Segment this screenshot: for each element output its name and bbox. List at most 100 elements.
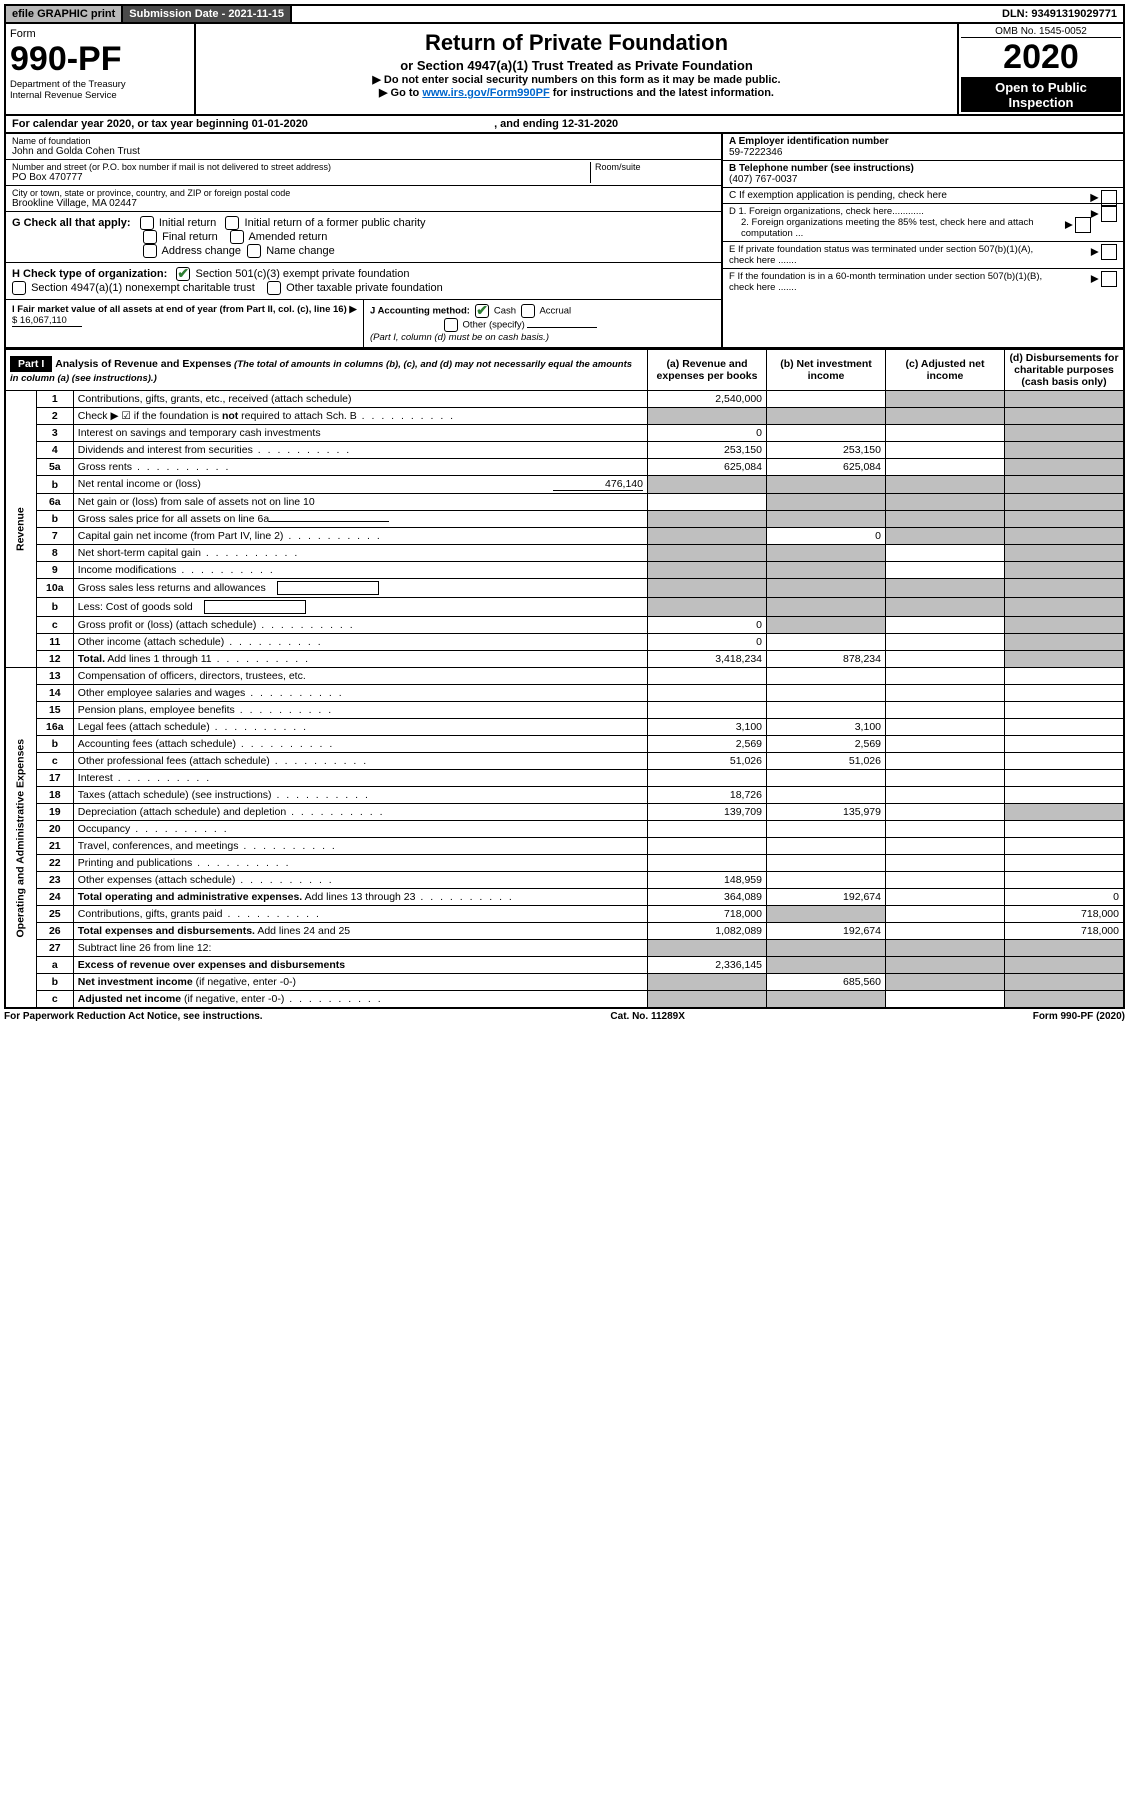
cell-d <box>1005 598 1125 617</box>
cb-e[interactable] <box>1101 244 1117 260</box>
instructions-link[interactable]: www.irs.gov/Form990PF <box>422 87 549 99</box>
cal-pre: For calendar year 2020, or tax year begi… <box>12 118 252 130</box>
cb-amended[interactable] <box>230 230 244 244</box>
cell-d <box>1005 872 1125 889</box>
part1-label: Part I <box>10 356 52 372</box>
table-row: 23Other expenses (attach schedule)148,95… <box>5 872 1124 889</box>
cell-d <box>1005 770 1125 787</box>
table-row: bNet investment income (if negative, ent… <box>5 974 1124 991</box>
line-number: 12 <box>36 651 73 668</box>
cell-a: 139,709 <box>648 804 767 821</box>
cb-d2[interactable] <box>1075 217 1091 233</box>
cb-d1[interactable] <box>1101 206 1117 222</box>
h-opt-2: Section 4947(a)(1) nonexempt charitable … <box>31 282 255 294</box>
phone: (407) 767-0037 <box>729 174 797 185</box>
cell-c <box>886 906 1005 923</box>
cb-501c3[interactable] <box>176 267 190 281</box>
cell-b <box>767 770 886 787</box>
note2-post: for instructions and the latest informat… <box>550 87 774 99</box>
line-number: b <box>36 736 73 753</box>
cb-final[interactable] <box>143 230 157 244</box>
line-desc: Capital gain net income (from Part IV, l… <box>73 528 647 545</box>
expenses-label: Operating and Administrative Expenses <box>5 668 36 1009</box>
cell-b <box>767 702 886 719</box>
room-label: Room/suite <box>595 162 715 172</box>
cell-a <box>648 511 767 528</box>
line-number: 19 <box>36 804 73 821</box>
form-title: Return of Private Foundation <box>200 30 953 56</box>
part1-title: Analysis of Revenue and Expenses <box>55 358 231 370</box>
table-row: 12Total. Add lines 1 through 113,418,234… <box>5 651 1124 668</box>
cell-b: 625,084 <box>767 459 886 476</box>
cb-accrual[interactable] <box>521 304 535 318</box>
cb-cash[interactable] <box>475 304 489 318</box>
cell-d <box>1005 476 1125 494</box>
cell-a <box>648 821 767 838</box>
cell-a <box>648 838 767 855</box>
line-number: 3 <box>36 425 73 442</box>
cell-c <box>886 442 1005 459</box>
cell-d <box>1005 425 1125 442</box>
j-label: J Accounting method: <box>370 306 470 317</box>
cb-initial-former[interactable] <box>225 216 239 230</box>
cell-d <box>1005 442 1125 459</box>
cell-d <box>1005 991 1125 1009</box>
cell-c <box>886 838 1005 855</box>
city: Brookline Village, MA 02447 <box>12 198 715 209</box>
cell-c <box>886 562 1005 579</box>
cell-b <box>767 545 886 562</box>
line-number: c <box>36 753 73 770</box>
line-desc: Gross profit or (loss) (attach schedule) <box>73 617 647 634</box>
cb-initial[interactable] <box>140 216 154 230</box>
table-row: 2Check ▶ ☑ if the foundation is not requ… <box>5 408 1124 425</box>
line-number: 27 <box>36 940 73 957</box>
b-label: B Telephone number (see instructions) <box>729 163 914 174</box>
cell-d <box>1005 804 1125 821</box>
cb-other-tax[interactable] <box>267 281 281 295</box>
cell-a: 148,959 <box>648 872 767 889</box>
cell-c <box>886 545 1005 562</box>
line-desc: Depreciation (attach schedule) and deple… <box>73 804 647 821</box>
name-label: Name of foundation <box>12 136 715 146</box>
cell-d <box>1005 391 1125 408</box>
table-row: 14Other employee salaries and wages <box>5 685 1124 702</box>
cell-c <box>886 923 1005 940</box>
line-desc: Pension plans, employee benefits <box>73 702 647 719</box>
cell-d <box>1005 511 1125 528</box>
ein: 59-7222346 <box>729 147 782 158</box>
cell-b <box>767 511 886 528</box>
table-row: 19Depreciation (attach schedule) and dep… <box>5 804 1124 821</box>
e-label: E If private foundation status was termi… <box>729 244 1049 266</box>
cb-name[interactable] <box>247 244 261 258</box>
cal-mid: , and ending <box>494 118 562 130</box>
cell-d <box>1005 974 1125 991</box>
cb-other[interactable] <box>444 318 458 332</box>
g-opt-2: Final return <box>162 231 218 243</box>
cell-c <box>886 598 1005 617</box>
cell-c <box>886 391 1005 408</box>
cell-a: 253,150 <box>648 442 767 459</box>
line-desc: Occupancy <box>73 821 647 838</box>
cal-end: 12-31-2020 <box>562 118 618 130</box>
cb-f[interactable] <box>1101 271 1117 287</box>
j-note: (Part I, column (d) must be on cash basi… <box>370 332 549 343</box>
h-opt-3: Other taxable private foundation <box>286 282 443 294</box>
cb-4947[interactable] <box>12 281 26 295</box>
table-row: Revenue1Contributions, gifts, grants, et… <box>5 391 1124 408</box>
cell-d <box>1005 617 1125 634</box>
cell-a <box>648 545 767 562</box>
g-opt-1: Initial return of a former public charit… <box>245 217 426 229</box>
cb-c[interactable] <box>1101 190 1117 206</box>
line-number: a <box>36 957 73 974</box>
cb-address[interactable] <box>143 244 157 258</box>
address: PO Box 470777 <box>12 172 590 183</box>
col-d: (d) Disbursements for charitable purpose… <box>1005 350 1125 391</box>
cell-b: 0 <box>767 528 886 545</box>
cell-b <box>767 957 886 974</box>
line-number: 7 <box>36 528 73 545</box>
g-label: G Check all that apply: <box>12 217 131 229</box>
table-row: Operating and Administrative Expenses13C… <box>5 668 1124 685</box>
line-number: b <box>36 511 73 528</box>
cell-a: 364,089 <box>648 889 767 906</box>
fmv-value: $ 16,067,110 <box>12 315 82 327</box>
